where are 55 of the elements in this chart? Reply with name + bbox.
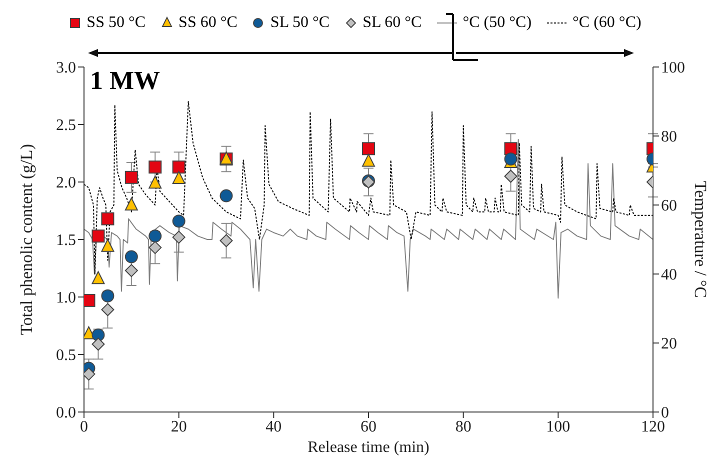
y2-tick-label: 60 bbox=[661, 198, 677, 215]
x-tick-label: 60 bbox=[360, 418, 376, 436]
legend-label: SL 60 °C bbox=[362, 14, 422, 32]
y2-tick-label: 20 bbox=[661, 336, 677, 353]
x-tick-label: 100 bbox=[546, 418, 570, 436]
point bbox=[148, 160, 162, 174]
point bbox=[504, 142, 518, 156]
point bbox=[220, 234, 233, 248]
y-tick-label: 1.0 bbox=[56, 290, 76, 307]
point bbox=[148, 230, 162, 243]
point bbox=[220, 189, 233, 202]
point bbox=[362, 142, 375, 156]
x-tick-label: 80 bbox=[455, 418, 472, 436]
point bbox=[101, 238, 114, 252]
x-axis-title: Release time (min) bbox=[308, 439, 430, 456]
point bbox=[124, 250, 138, 264]
point bbox=[124, 170, 138, 184]
y-tick-label: 2.0 bbox=[56, 174, 76, 192]
line-series bbox=[84, 138, 653, 299]
y-tick-label: 1.5 bbox=[56, 232, 76, 250]
point bbox=[148, 241, 162, 254]
legend-label: °C (50 °C) bbox=[462, 14, 532, 32]
point bbox=[101, 289, 114, 302]
point bbox=[124, 264, 138, 278]
point bbox=[92, 338, 105, 351]
legend-label: SS 60 °C bbox=[178, 14, 238, 32]
y2-tick-label: 80 bbox=[661, 128, 677, 146]
y-tick-label: 0.0 bbox=[56, 404, 76, 422]
point bbox=[124, 198, 138, 210]
point bbox=[504, 170, 518, 183]
y2-axis-title: Temperature / °C bbox=[690, 180, 709, 298]
point bbox=[362, 154, 375, 167]
y-tick-label: 3.0 bbox=[56, 60, 76, 77]
legend-label: SL 50 °C bbox=[270, 14, 330, 32]
point bbox=[92, 230, 105, 243]
legend-label: SS 50 °C bbox=[86, 14, 146, 32]
x-tick-label: 20 bbox=[170, 418, 187, 436]
point bbox=[172, 230, 186, 244]
point bbox=[504, 152, 518, 166]
y-tick-label: 2.5 bbox=[56, 117, 76, 134]
x-tick-label: 0 bbox=[80, 418, 88, 436]
annotation: 1 MW bbox=[90, 66, 160, 96]
point bbox=[148, 176, 162, 189]
point bbox=[101, 212, 114, 226]
legend-label: °C (60 °C) bbox=[572, 14, 642, 32]
y2-tick-label: 40 bbox=[661, 266, 677, 284]
y2-tick-label: 100 bbox=[661, 60, 685, 77]
y-tick-label: 0.5 bbox=[56, 347, 76, 364]
point bbox=[101, 303, 114, 316]
point bbox=[172, 160, 186, 174]
point bbox=[172, 214, 186, 228]
point bbox=[92, 271, 105, 284]
x-tick-label: 40 bbox=[266, 418, 282, 436]
point bbox=[172, 171, 186, 184]
y-axis-title: Total phenolic content (g/L) bbox=[17, 144, 36, 335]
